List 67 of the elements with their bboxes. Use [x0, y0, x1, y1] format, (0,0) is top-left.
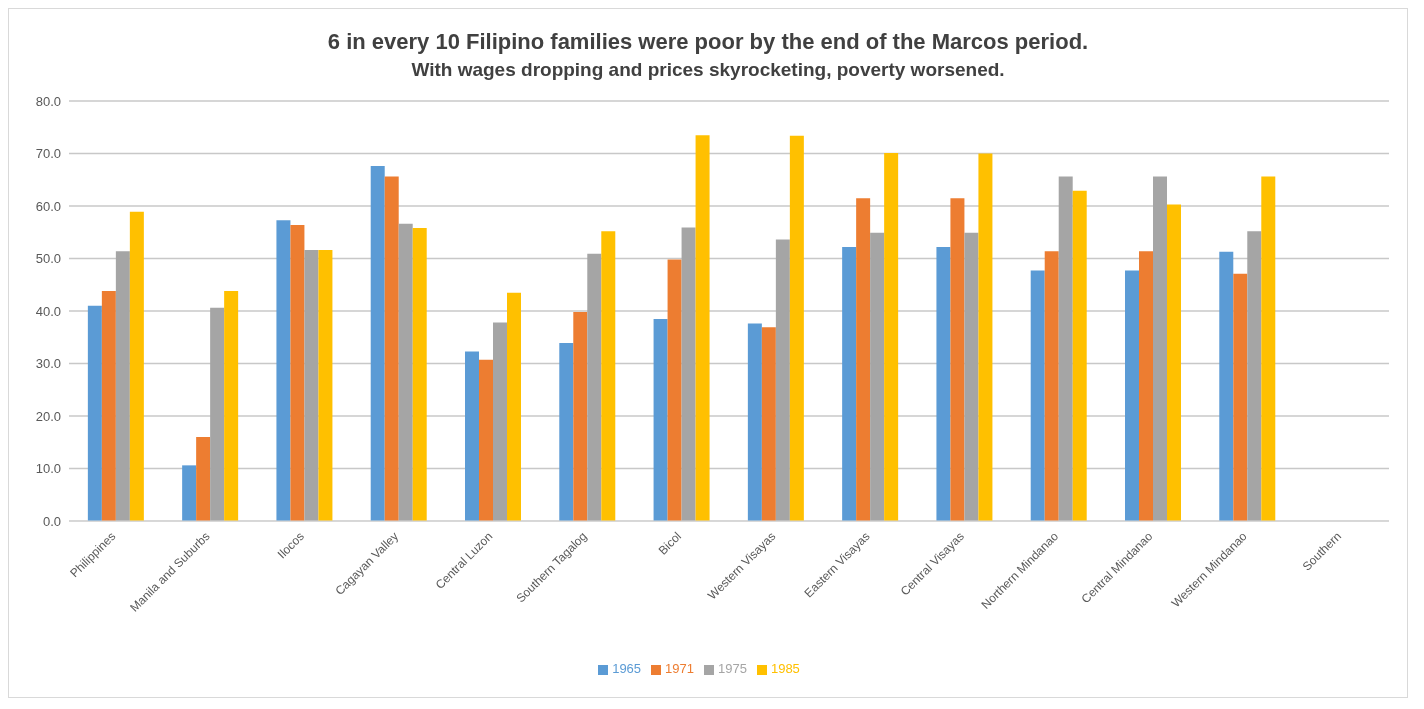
legend-label: 1975 — [718, 661, 747, 676]
bar — [842, 246, 857, 521]
legend-label: 1971 — [665, 661, 694, 676]
bar — [101, 291, 116, 521]
bar — [1072, 190, 1087, 521]
bar — [196, 437, 211, 521]
bar — [884, 152, 899, 521]
bar — [964, 232, 979, 521]
bar — [789, 135, 804, 521]
bar — [412, 228, 427, 521]
bar — [1219, 251, 1234, 521]
bar — [1261, 176, 1276, 521]
y-tick-label: 20.0 — [35, 408, 61, 424]
bar — [936, 246, 951, 521]
bar — [182, 465, 197, 521]
bar — [870, 232, 885, 521]
bar — [856, 198, 871, 521]
bar — [304, 250, 319, 521]
bar — [318, 250, 333, 521]
bar — [601, 231, 616, 521]
y-tick-label: 30.0 — [35, 356, 61, 372]
bar — [1044, 251, 1059, 521]
bar — [695, 135, 710, 521]
legend-label: 1965 — [612, 661, 642, 676]
bar — [775, 239, 790, 521]
y-tick-label: 0.0 — [42, 513, 61, 529]
bar — [1167, 204, 1181, 521]
y-tick-label: 40.0 — [35, 303, 61, 319]
bar — [129, 211, 144, 521]
bar — [224, 291, 239, 521]
bar — [1153, 176, 1167, 521]
bar — [1139, 251, 1153, 521]
y-tick-label: 50.0 — [35, 251, 61, 267]
bar — [370, 166, 385, 521]
y-tick-label: 70.0 — [35, 146, 61, 162]
y-tick-label: 60.0 — [35, 198, 61, 214]
bar — [1233, 273, 1248, 521]
chart-title: 6 in every 10 Filipino families were poor by the end of the Marcos period. — [326, 29, 1090, 55]
y-tick-label: 10.0 — [35, 461, 61, 477]
bar — [978, 153, 993, 521]
bar — [276, 220, 291, 521]
bar — [747, 323, 762, 521]
bar — [290, 224, 305, 521]
bar — [559, 343, 574, 521]
bar — [573, 312, 588, 521]
bar — [384, 176, 399, 521]
bar — [87, 305, 102, 521]
legend-label: 1985 — [770, 661, 800, 676]
bar — [398, 223, 413, 521]
bar — [465, 351, 479, 521]
bar — [507, 292, 521, 521]
bar — [667, 259, 682, 521]
bar — [1030, 270, 1045, 521]
bar — [115, 251, 130, 521]
y-tick-label: 80.0 — [35, 93, 61, 109]
bar — [210, 307, 225, 521]
bar — [761, 327, 776, 521]
bar — [1058, 176, 1073, 521]
bar — [479, 359, 493, 521]
bar — [493, 322, 507, 521]
bar — [950, 198, 965, 521]
bar — [1247, 231, 1262, 521]
bar — [681, 227, 696, 521]
bar — [653, 318, 668, 521]
chart-subtitle: With wages dropping and prices skyrocketing, poverty worsened. — [410, 59, 1006, 81]
bar — [587, 253, 602, 521]
bar — [1125, 270, 1139, 521]
